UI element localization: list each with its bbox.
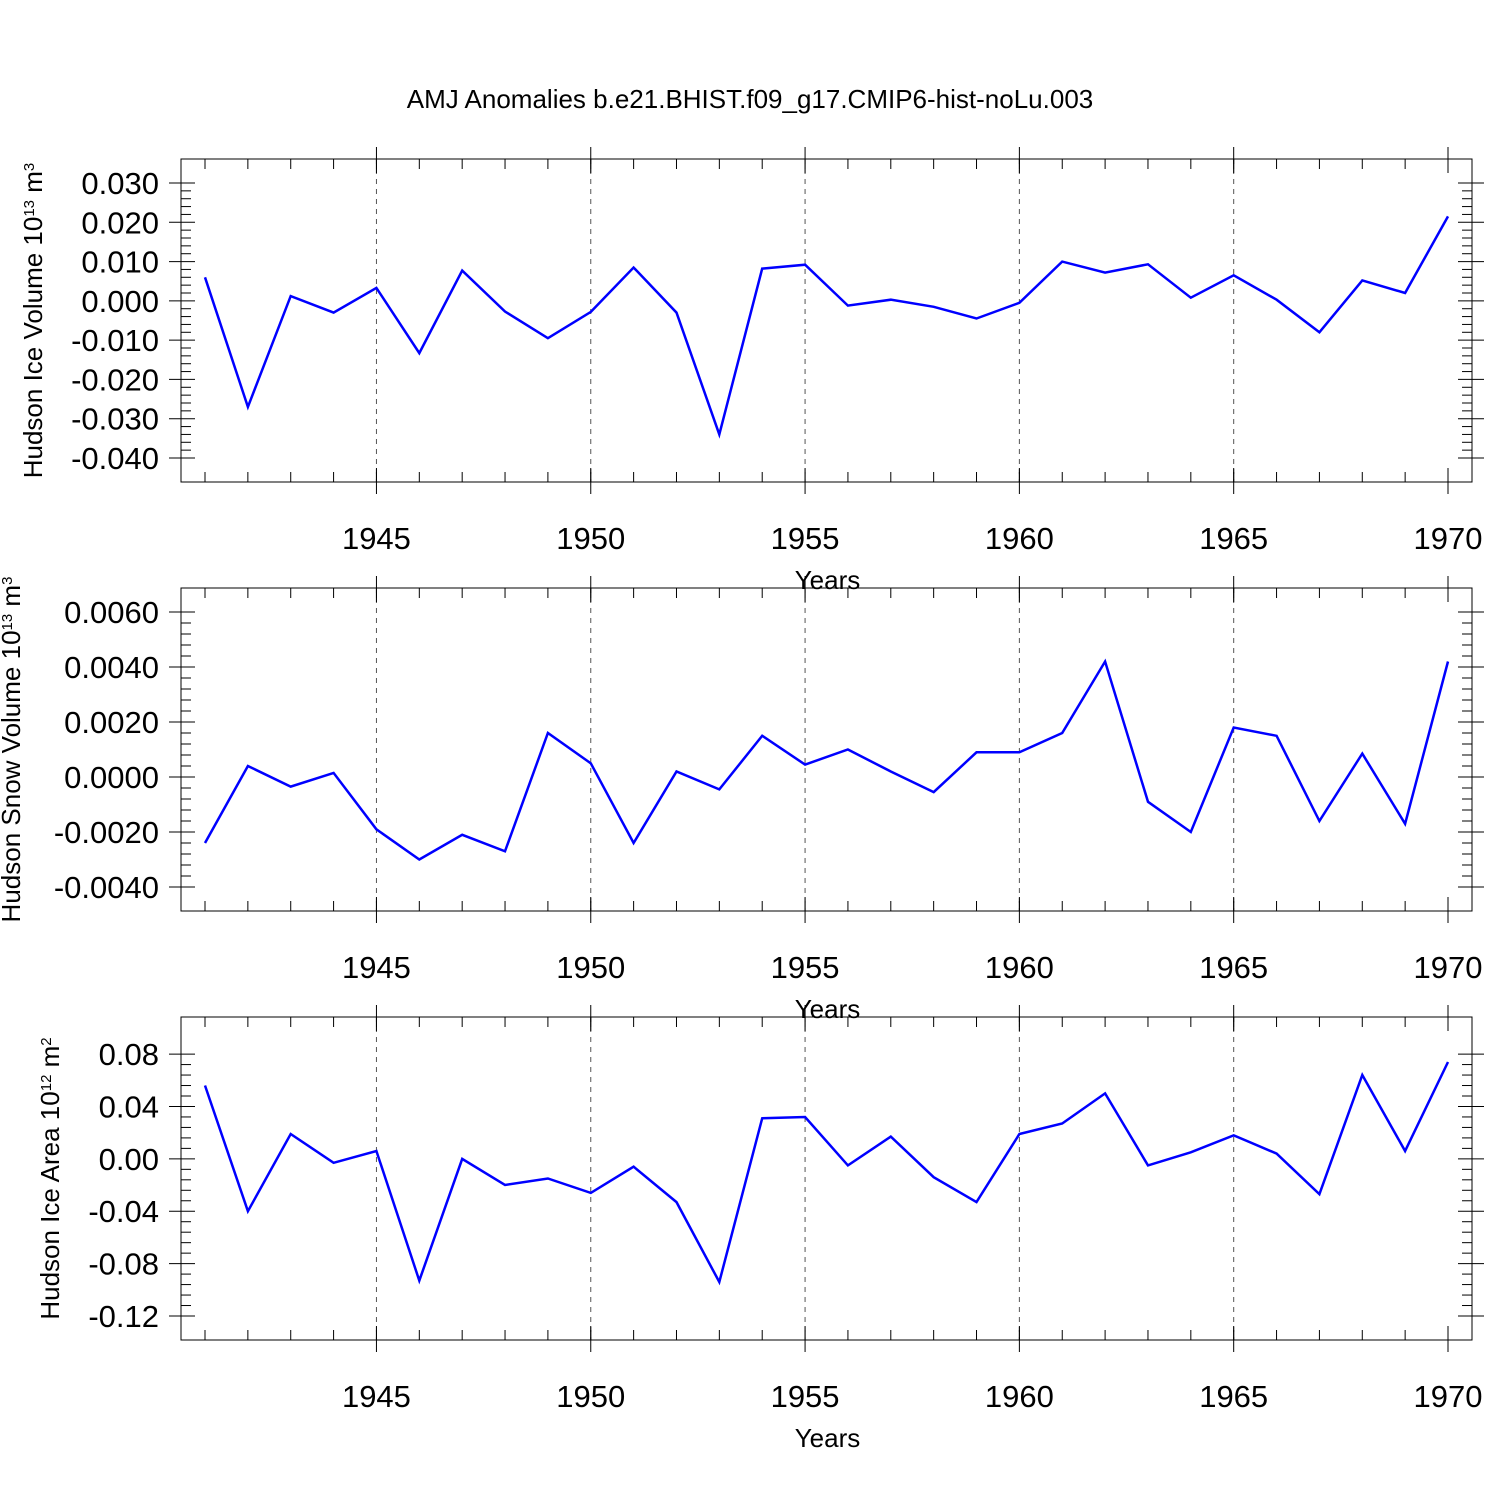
y-tick-label: -0.08 [88, 1247, 159, 1282]
x-tick-label: 1945 [342, 1379, 411, 1414]
x-tick-label: 1955 [771, 1379, 840, 1414]
x-tick-label: 1970 [1414, 950, 1483, 985]
x-tick-label: 1945 [342, 521, 411, 556]
y-tick-label: 0.000 [81, 284, 159, 319]
y-tick-label: 0.030 [81, 166, 159, 201]
y-tick-label: -0.040 [71, 441, 159, 476]
x-tick-labels: 1945 1950 1955 1960 1965 1970 [342, 950, 1483, 985]
x-tick-label: 1970 [1414, 1379, 1483, 1414]
x-tick-labels: 1945 1950 1955 1960 1965 1970 [342, 521, 1483, 556]
y-tick-labels: 0.0060 0.0040 0.0020 0.0000 -0.0020 -0.0040 [54, 595, 159, 905]
y-tick-label: 0.0000 [64, 760, 159, 795]
y-axis-label: Hudson Ice Area 1012 m2 [35, 1037, 65, 1319]
x-tick-labels: 1945 1950 1955 1960 1965 1970 [342, 1379, 1483, 1414]
y-tick-label: 0.020 [81, 205, 159, 240]
y-tick-label: -0.12 [88, 1299, 159, 1334]
y-axis-label: Hudson Snow Volume 1013 m3 [0, 577, 26, 923]
panel-snow-volume: 0.0060 0.0040 0.0020 0.0000 -0.0020 -0.0040 1… [0, 576, 1484, 1024]
y-tick-label: 0.04 [99, 1089, 159, 1124]
x-tick-label: 1960 [985, 1379, 1054, 1414]
y-tick-label: 0.0040 [64, 650, 159, 685]
x-axis-label: Years [795, 565, 861, 595]
panel-ice-area: 0.08 0.04 0.00 -0.04 -0.08 -0.12 1945 1950 1955… [35, 1005, 1484, 1453]
minor-ticks [181, 588, 1472, 911]
y-tick-label: 0.0020 [64, 705, 159, 740]
y-tick-label: -0.0040 [54, 870, 159, 905]
x-tick-label: 1950 [556, 950, 625, 985]
chart-title: AMJ Anomalies b.e21.BHIST.f09_g17.CMIP6-… [406, 84, 1094, 114]
y-tick-label: -0.04 [88, 1194, 159, 1229]
x-gridlines [375, 159, 1235, 482]
minor-ticks [181, 159, 1472, 482]
y-tick-label: -0.010 [71, 323, 159, 358]
y-tick-labels: 0.08 0.04 0.00 -0.04 -0.08 -0.12 [88, 1037, 159, 1334]
series-line [203, 1061, 1450, 1286]
x-axis-label: Years [795, 994, 861, 1024]
plot-frame [180, 587, 1473, 912]
plot-frame [180, 158, 1473, 483]
x-tick-label: 1965 [1199, 521, 1268, 556]
major-ticks [169, 147, 1484, 494]
x-tick-label: 1955 [771, 521, 840, 556]
x-axis-label: Years [795, 1423, 861, 1453]
series-line [203, 215, 1450, 439]
panel-ice-volume: 0.030 0.020 0.010 0.000 -0.010 -0.020 -0.030 -0… [18, 147, 1484, 595]
major-ticks [169, 576, 1484, 923]
major-ticks [169, 1005, 1484, 1352]
plot-frame [180, 1016, 1473, 1341]
y-tick-label: -0.020 [71, 362, 159, 397]
x-gridlines [375, 1017, 1235, 1340]
x-tick-label: 1960 [985, 521, 1054, 556]
y-tick-label: -0.0020 [54, 815, 159, 850]
y-axis-label: Hudson Ice Volume 1013 m3 [18, 163, 48, 479]
series-line [203, 658, 1450, 861]
x-tick-label: 1960 [985, 950, 1054, 985]
x-tick-label: 1955 [771, 950, 840, 985]
x-tick-label: 1970 [1414, 521, 1483, 556]
x-tick-label: 1965 [1199, 1379, 1268, 1414]
y-tick-label: 0.010 [81, 245, 159, 280]
x-tick-label: 1945 [342, 950, 411, 985]
x-gridlines [375, 588, 1235, 911]
minor-ticks [181, 1017, 1472, 1340]
x-tick-label: 1965 [1199, 950, 1268, 985]
y-tick-label: 0.0060 [64, 595, 159, 630]
y-tick-label: 0.00 [99, 1142, 159, 1177]
y-tick-labels: 0.030 0.020 0.010 0.000 -0.010 -0.020 -0.030 -0… [71, 166, 159, 476]
x-tick-label: 1950 [556, 521, 625, 556]
y-tick-label: 0.08 [99, 1037, 159, 1072]
y-tick-label: -0.030 [71, 402, 159, 437]
x-tick-label: 1950 [556, 1379, 625, 1414]
